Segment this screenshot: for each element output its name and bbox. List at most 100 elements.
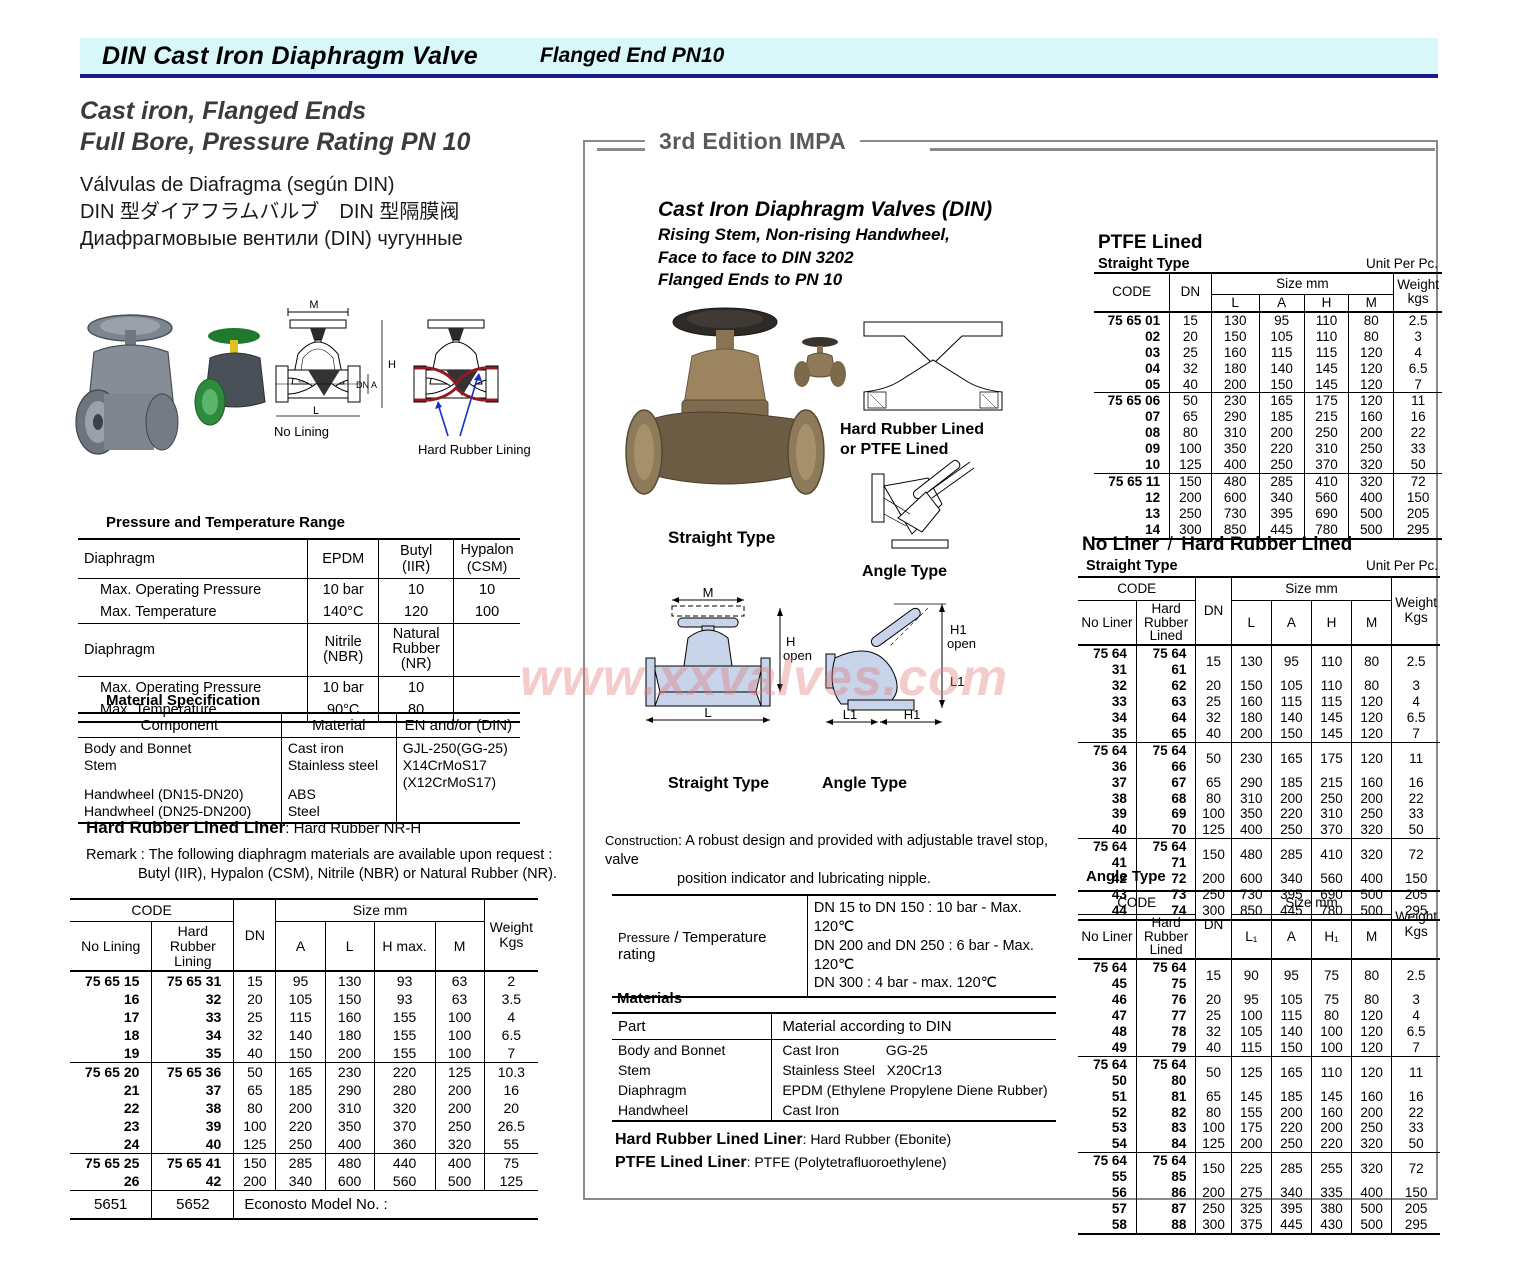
cell: 115 — [1270, 693, 1312, 710]
cell: 87 — [1135, 1201, 1196, 1217]
ptfe-dn-header: DN — [1169, 273, 1212, 312]
cell: 400 — [1348, 489, 1394, 506]
cell: 200 — [1230, 725, 1272, 743]
cell: 75 — [1310, 959, 1352, 993]
noliner-title-rest: Hard Rubber Lined — [1181, 534, 1353, 555]
cell: 480 — [324, 1153, 375, 1173]
cell: 500 — [1348, 521, 1394, 539]
cell: 95 — [1258, 311, 1305, 329]
cell: 185 — [1258, 409, 1305, 426]
caption-hard-rubber-or-ptfe: Hard Rubber Lined or PTFE Lined — [840, 421, 985, 458]
svg-text:H: H — [388, 359, 396, 371]
cell: 80 — [233, 1099, 276, 1118]
cell: 400 — [1230, 822, 1272, 839]
cell: 340 — [1270, 1185, 1312, 1202]
pt-b1-v10: 140°C — [307, 601, 379, 624]
impa-liner-ptfe: PTFE Lined Liner: PTFE (Polytetrafluoroe… — [615, 1151, 951, 1174]
ang-weight-header: Weight Kgs — [1391, 891, 1440, 960]
svg-text:L: L — [313, 405, 319, 417]
impa-materials-table: Part Material according to DIN Body and … — [612, 1012, 1056, 1122]
table-row: 75 65 15 — [84, 973, 140, 990]
impa-heading-line-0: Rising Stem, Non-rising Handwheel, — [658, 225, 950, 244]
nl-size-header: Size mm — [1230, 577, 1392, 601]
cell: 150 — [1210, 328, 1260, 345]
cell: 90 — [1230, 959, 1272, 993]
page-subtitle: Flanged End PN10 — [539, 44, 725, 67]
pressure-temperature-table: Diaphragm EPDM Butyl (IIR) Hypalon (CSM) … — [78, 538, 520, 723]
cell: 2.5 — [1391, 959, 1440, 993]
cell: 140 — [1270, 1023, 1312, 1040]
cell: 145 — [1303, 376, 1349, 393]
impa-liner-ptfe-label: PTFE Lined Liner — [615, 1154, 747, 1172]
cell: 160 — [324, 1008, 375, 1027]
left-code-table: CODE DN Size mm Weight Kgs No Lining Hard… — [70, 898, 538, 1220]
cell: 430 — [1310, 1216, 1352, 1234]
noliner-table-unit: Unit Per Pc. — [1365, 558, 1438, 573]
ang-dn-header: DN — [1195, 891, 1232, 960]
cell: 310 — [1210, 425, 1260, 442]
mat-row-3-part: Handwheel — [618, 1102, 689, 1118]
cell: 600 — [1230, 871, 1272, 888]
table-row: 14 — [1145, 521, 1161, 537]
cell: 62 — [1135, 678, 1196, 694]
construction-text-2: position indicator and lubricating nippl… — [677, 870, 931, 887]
lead-heading: Cast iron, Flanged Ends Full Bore, Press… — [80, 96, 560, 158]
cell: 690 — [1303, 505, 1349, 522]
cell: 65 — [1195, 774, 1232, 791]
pt-b2-v00: 10 bar — [307, 676, 379, 699]
cell: 410 — [1303, 473, 1349, 490]
cell: 335 — [1310, 1185, 1352, 1202]
svg-text:H1: H1 — [950, 622, 967, 637]
table-row: 34 — [1111, 709, 1127, 725]
cell: 78 — [1135, 1023, 1196, 1040]
cell: 325 — [1230, 1201, 1272, 1217]
cell: 100 — [1195, 1120, 1232, 1137]
cell: 280 — [373, 1081, 435, 1100]
cell: 250 — [1351, 1120, 1392, 1137]
cell: 155 — [1230, 1104, 1272, 1121]
cell: 220 — [1310, 1136, 1352, 1153]
noliner-table-title: No Liner / Hard Rubber Lined — [1082, 534, 1352, 556]
lct-col-hrl: Hard Rubber Lining — [151, 921, 234, 972]
table-row: 35 — [1111, 725, 1127, 741]
cell: 140 — [1270, 709, 1312, 726]
cell: 395 — [1270, 1201, 1312, 1217]
cell: 6.5 — [1393, 360, 1442, 377]
cell: 375 — [1230, 1216, 1272, 1234]
cell: 250 — [1195, 1201, 1232, 1217]
mat-header-0: Part — [618, 1018, 646, 1035]
hr-liner-value: : Hard Rubber NR-H — [285, 820, 422, 837]
cell: 150 — [1169, 473, 1212, 490]
table-row: 57 — [1111, 1201, 1127, 1217]
cell: 100 — [1310, 1023, 1352, 1040]
cell: 22 — [1391, 790, 1440, 807]
table-row: 05 — [1145, 376, 1161, 392]
cell: 65 — [1195, 1088, 1232, 1105]
ms-row0-material: Cast iron Stainless steel — [280, 737, 397, 777]
cell: 340 — [275, 1172, 326, 1191]
svg-text:H1: H1 — [904, 707, 921, 722]
cell: 320 — [1351, 838, 1392, 872]
cell: 7 — [1393, 376, 1442, 393]
table-row: 12 — [1145, 489, 1161, 505]
cell: 275 — [1230, 1185, 1272, 1202]
cell: 40 — [151, 1135, 234, 1154]
table-row: 75 65 11 — [1108, 474, 1161, 490]
lct-weight-header: Weight Kgs — [483, 899, 538, 972]
impa-liner-hr-label: Hard Rubber Lined Liner — [615, 1131, 803, 1148]
cell: 105 — [1258, 328, 1305, 345]
cell: 16 — [483, 1081, 538, 1100]
table-row: 24 — [123, 1136, 140, 1153]
cell: 200 — [1230, 1136, 1272, 1153]
cell: 155 — [373, 1026, 435, 1045]
mat-row-2-part: Diaphragm — [618, 1082, 687, 1098]
cell: 320 — [1351, 1152, 1392, 1186]
angle-type-table: CODE DN Size mm Weight Kgs No Liner Hard R… — [1078, 890, 1440, 1235]
cell: 160 — [1348, 409, 1394, 426]
cell: 16 — [1393, 409, 1442, 426]
lct-footer-left: 5651 — [94, 1196, 128, 1214]
cell: 295 — [1393, 521, 1442, 539]
table-row: 07 — [1145, 409, 1161, 425]
cell: 100 — [233, 1117, 276, 1136]
